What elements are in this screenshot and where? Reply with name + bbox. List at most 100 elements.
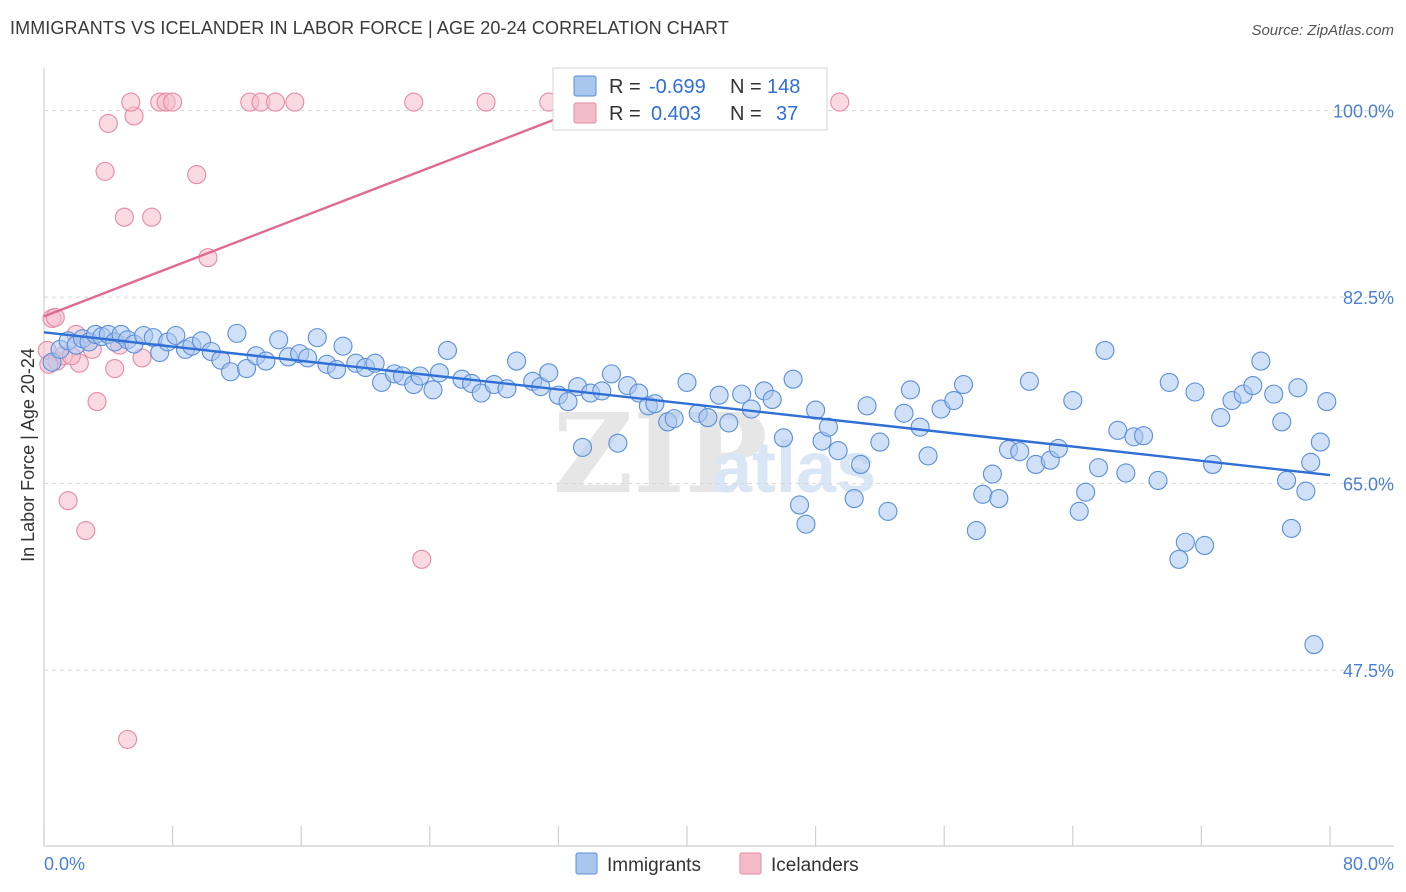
immigrants-point-63 [608, 433, 628, 453]
immigrants-point-82 [796, 514, 816, 534]
icelanders-point-10 [98, 113, 118, 133]
immigrants-point-78 [762, 389, 782, 409]
immigrants-point-99 [966, 520, 986, 541]
immigrants-point-114 [1108, 420, 1128, 440]
immigrants-point-105 [1019, 371, 1039, 391]
immigrants-point-93 [900, 380, 920, 400]
immigrants-point-137 [1304, 635, 1324, 655]
immigrants-point-117 [1133, 426, 1154, 446]
immigrants-point-132 [1277, 470, 1297, 490]
immigrants-point-123 [1195, 535, 1215, 556]
icelanders-point-4 [58, 491, 78, 511]
immigrants-point-43 [410, 366, 430, 386]
immigrants-point-23 [220, 362, 241, 382]
legend-swatch-immigrants [573, 75, 597, 97]
immigrants-point-95 [918, 446, 938, 466]
y-axis-label: In Labor Force | Age 20-24 [18, 348, 38, 562]
immigrants-point-130 [1264, 384, 1284, 404]
immigrants-point-87 [844, 489, 864, 509]
immigrants-point-32 [307, 328, 327, 348]
immigrants-point-109 [1063, 390, 1083, 411]
immigrants-point-79 [773, 428, 794, 448]
legend-n-value-icelanders: 37 [776, 103, 798, 125]
legend-swatch-icelanders [573, 102, 597, 124]
immigrants-point-31 [298, 348, 318, 368]
immigrants-point-111 [1076, 482, 1096, 502]
trend-lines [43, 109, 1331, 477]
immigrants-point-61 [592, 381, 612, 401]
immigrants-point-88 [851, 454, 871, 475]
immigrants-point-102 [989, 489, 1009, 509]
immigrants-point-90 [870, 432, 890, 452]
immigrants-point-100 [973, 484, 993, 504]
immigrants-point-113 [1095, 340, 1115, 360]
bottom-legend-swatch-immigrants [575, 852, 598, 875]
immigrants-trend-line [43, 331, 1331, 477]
icelanders-point-17 [142, 207, 162, 227]
immigrants-point-72 [698, 408, 718, 428]
immigrants-point-139 [1317, 392, 1337, 412]
icelanders-point-9 [95, 161, 115, 181]
immigrants-point-80 [783, 369, 803, 389]
legend-r-value-icelanders: 0.403 [651, 103, 701, 125]
legend-n-value-immigrants: 148 [767, 76, 800, 98]
immigrants-point-62 [601, 364, 621, 384]
icelanders-point-31 [830, 92, 850, 112]
icelanders-point-13 [114, 207, 134, 227]
immigrants-point-124 [1203, 454, 1223, 475]
immigrants-point-125 [1211, 408, 1231, 428]
icelanders-point-29 [476, 92, 496, 112]
immigrants-point-97 [944, 390, 964, 411]
immigrants-point-133 [1281, 518, 1301, 538]
immigrants-point-45 [429, 363, 449, 383]
immigrants-point-55 [539, 363, 559, 383]
immigrants-point-136 [1301, 452, 1321, 472]
icelanders-point-6 [76, 520, 96, 541]
immigrants-point-25 [236, 358, 257, 379]
y-tick-label-1: 65.0% [1343, 475, 1394, 495]
icelanders-point-21 [187, 165, 207, 185]
immigrants-point-98 [953, 374, 974, 395]
immigrants-point-74 [719, 413, 739, 433]
legend-n-label-1: N = [730, 76, 762, 98]
immigrants-point-52 [507, 351, 527, 371]
immigrants-point-91 [878, 501, 898, 521]
immigrants-point-134 [1288, 378, 1308, 398]
immigrants-point-73 [709, 385, 729, 405]
immigrants-point-67 [645, 394, 665, 414]
immigrants-point-28 [269, 330, 289, 350]
x-axis-tick-marks [43, 826, 1331, 846]
immigrants-point-118 [1148, 470, 1168, 490]
immigrants-point-17 [166, 325, 186, 346]
bottom-legend-swatch-icelanders [739, 852, 762, 875]
immigrants-point-58 [572, 437, 593, 457]
icelanders-point-26 [285, 92, 305, 112]
immigrants-point-129 [1251, 351, 1271, 371]
immigrants-point-122 [1185, 382, 1205, 402]
immigrants-point-27 [256, 351, 276, 371]
icelanders-point-20 [163, 92, 183, 112]
x-tick-label-max: 80.0% [1343, 854, 1394, 874]
immigrants-point-46 [437, 340, 458, 360]
y-axis-tick-labels: 47.5% 65.0% 82.5% 100.0% [1333, 102, 1394, 682]
icelanders-point-25 [265, 92, 286, 112]
icelanders-point-28 [412, 549, 432, 569]
chart-title: IMMIGRANTS VS ICELANDER IN LABOR FORCE |… [10, 18, 729, 38]
series-legend: Immigrants Icelanders [575, 852, 859, 876]
icelanders-point-15 [121, 92, 141, 112]
immigrants-point-119 [1159, 372, 1179, 392]
immigrants-point-69 [664, 409, 684, 429]
immigrants-point-94 [910, 417, 930, 437]
immigrants-point-108 [1048, 438, 1068, 459]
immigrants-point-131 [1272, 412, 1292, 432]
immigrants-point-101 [982, 464, 1002, 484]
legend-r-label-2: R = [609, 103, 641, 125]
immigrants-point-75 [732, 384, 752, 404]
immigrants-point-86 [828, 441, 848, 461]
legend-n-label-2: N = [730, 103, 762, 125]
icelanders-point-11 [105, 358, 125, 379]
icelanders-point-35 [118, 729, 138, 749]
immigrants-point-81 [789, 495, 810, 515]
legend-r-value-immigrants: -0.699 [649, 76, 706, 98]
